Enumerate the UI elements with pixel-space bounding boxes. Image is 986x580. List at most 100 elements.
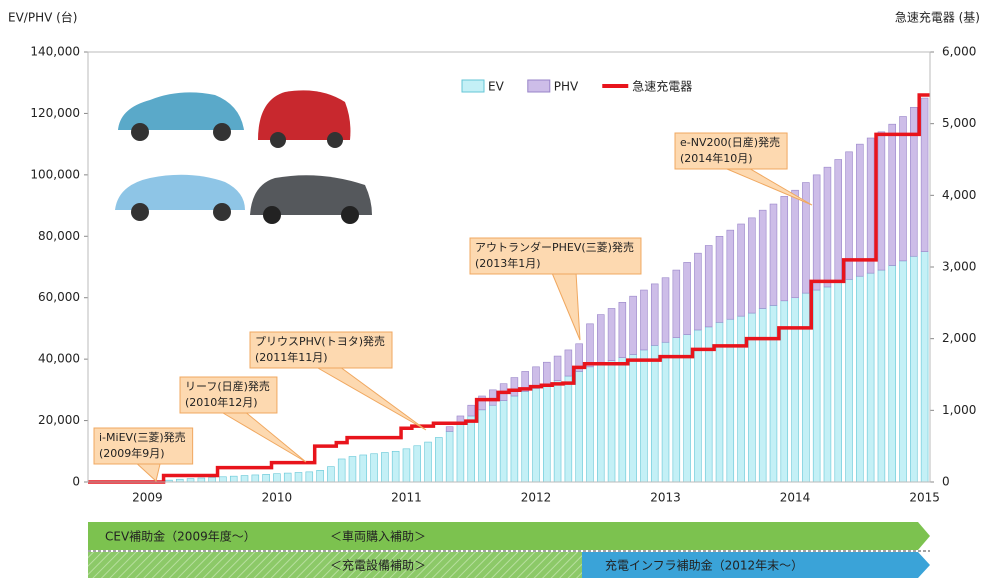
- bar: [791, 189, 799, 299]
- y-tick-label: 140,000: [30, 45, 80, 59]
- y2-tick-label: 6,000: [942, 45, 976, 59]
- bar: [197, 477, 206, 483]
- callout: アウトランダーPHEV(三菱)発売 (2013年1月): [469, 237, 642, 341]
- callout-box: [469, 237, 642, 275]
- y-tick-label: 80,000: [38, 229, 80, 243]
- bar: [910, 255, 918, 483]
- bar: [381, 452, 389, 483]
- bar: [737, 315, 745, 483]
- program-label: ＜充電設備補助＞: [330, 558, 426, 573]
- callout-pointer: [724, 167, 813, 206]
- callout-text: (2010年12月): [185, 395, 258, 409]
- y-tick-label: 20,000: [38, 413, 80, 427]
- callout-text: アウトランダーPHEV(三菱)発売: [475, 240, 634, 254]
- callout-text: リーフ(日産)発売: [185, 379, 270, 393]
- bar: [273, 473, 281, 483]
- bar: [629, 354, 637, 483]
- x-tick-label: 2015: [909, 491, 940, 505]
- bar: [219, 476, 227, 483]
- bar: [607, 360, 616, 483]
- bar: [521, 371, 529, 392]
- bar: [672, 269, 681, 338]
- bar: [370, 453, 378, 483]
- bar: [856, 275, 864, 483]
- bar: [802, 292, 810, 483]
- bar: [564, 375, 573, 483]
- bar: [607, 308, 616, 361]
- bar: [543, 361, 551, 386]
- callout: リーフ(日産)発売 (2010年12月): [179, 376, 307, 463]
- bar: [877, 131, 886, 271]
- bar: [478, 395, 486, 411]
- equipment-band: [88, 552, 582, 578]
- bar: [920, 251, 929, 483]
- y2-tick-label: 4,000: [942, 188, 976, 202]
- bar: [726, 318, 735, 483]
- bar: [532, 388, 540, 483]
- callout: プリウスPHV(トヨタ)発売 (2011年11月): [249, 331, 427, 431]
- bar: [910, 106, 918, 257]
- x-tick-label: 2011: [391, 491, 422, 505]
- y2-tick-label: 2,000: [942, 331, 976, 345]
- bar: [748, 217, 756, 314]
- y2-axis-label: 急速充電器 (基): [895, 10, 980, 25]
- bar: [823, 166, 832, 288]
- legend-swatch: [527, 79, 551, 93]
- bar: [445, 426, 454, 432]
- bar: [769, 305, 778, 483]
- callout: e-NV200(日産)発売 (2014年10月): [674, 132, 813, 206]
- bar: [866, 137, 875, 274]
- bar: [629, 295, 637, 355]
- bar: [694, 252, 702, 331]
- callout: i-MiEV(三菱)発売 (2009年9月): [93, 427, 194, 482]
- bar: [640, 349, 648, 483]
- vehicle-arrow: [582, 522, 930, 550]
- bar: [510, 395, 519, 483]
- callout-text: (2014年10月): [680, 151, 753, 165]
- bar: [661, 277, 670, 343]
- bar: [726, 229, 735, 320]
- bar: [359, 454, 368, 483]
- bar: [391, 450, 400, 483]
- charger-line: [88, 93, 930, 484]
- bar: [316, 470, 324, 483]
- bar: [553, 380, 562, 483]
- y-tick-label: 100,000: [30, 167, 80, 181]
- y2-tick-label: 3,000: [942, 260, 976, 274]
- bar: [672, 337, 681, 483]
- bar: [920, 97, 929, 252]
- callout-pointer: [219, 411, 307, 463]
- bar: [586, 366, 594, 483]
- y2-tick-label: 0: [942, 475, 950, 489]
- bar: [262, 474, 270, 483]
- bar: [337, 458, 346, 483]
- callout-text: (2013年1月): [475, 256, 541, 270]
- bar: [877, 269, 886, 483]
- x-tick-label: 2009: [132, 491, 163, 505]
- bar: [650, 283, 659, 346]
- y-tick-label: 60,000: [38, 290, 80, 304]
- bar: [553, 355, 562, 381]
- bar: [715, 235, 724, 323]
- program-bands: CEV補助金（2009年度～） ＜車両購入補助＞ ＜充電設備補助＞ 充電インフラ…: [88, 522, 930, 578]
- bar: [758, 308, 767, 483]
- bar: [521, 391, 529, 483]
- bar: [586, 323, 594, 368]
- bar: [845, 278, 853, 483]
- bar: [564, 349, 573, 377]
- bar: [899, 116, 907, 262]
- callout-text: (2011年11月): [255, 350, 328, 364]
- bar: [208, 477, 216, 483]
- bar: [489, 389, 497, 406]
- bar: [618, 302, 627, 358]
- bar: [467, 415, 475, 483]
- callout-pointer: [134, 462, 161, 482]
- legend-label: PHV: [554, 80, 579, 94]
- bar: [888, 123, 896, 266]
- bar: [704, 245, 713, 328]
- program-label: 充電インフラ補助金（2012年末～）: [605, 558, 803, 573]
- callout-text: (2009年9月): [99, 446, 165, 460]
- callout-box: [249, 331, 393, 369]
- bar: [543, 384, 551, 483]
- callout-text: i-MiEV(三菱)発売: [99, 430, 186, 444]
